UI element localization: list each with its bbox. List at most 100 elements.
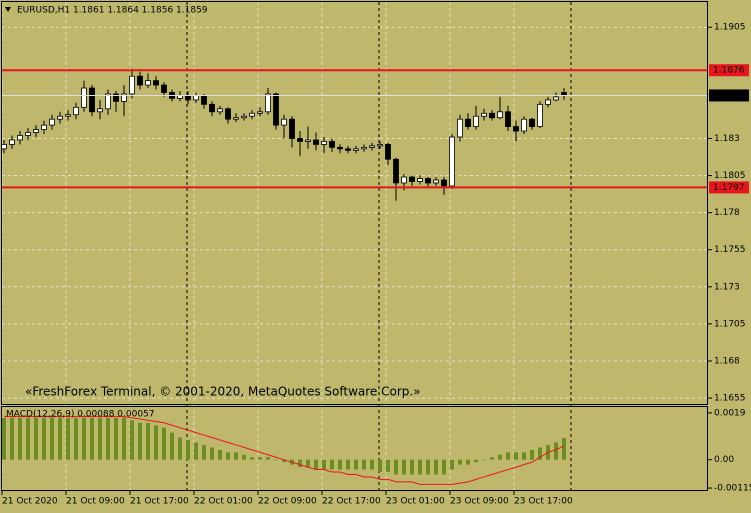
y-tick-label: -0.00115 (714, 484, 751, 494)
macd-bar (90, 417, 94, 460)
candle-body (513, 126, 519, 132)
macd-bar (202, 444, 206, 460)
macd-bar (274, 459, 278, 461)
macd-bar (522, 452, 526, 460)
macd-bar (42, 417, 46, 460)
labels: 1.1905 1.183 1.1805 1.178 1.1755 1.173 1.1705 1… (1, 23, 751, 507)
candle-body (537, 103, 543, 128)
macd-bar (178, 437, 182, 460)
macd-bar (298, 459, 302, 468)
menu-triangle[interactable] (5, 7, 11, 12)
x-tick-label: 22 Oct 09:00 (258, 497, 317, 507)
candle-body (193, 95, 199, 101)
candle-body (481, 112, 487, 117)
macd-bar (2, 417, 6, 460)
macd-bar (50, 417, 54, 460)
candle-body (1, 144, 7, 150)
x-tick-label: 23 Oct 09:00 (450, 497, 509, 507)
y-tick-label: 1.1805 (714, 171, 746, 181)
macd-panel-frame (1, 406, 708, 491)
macd-bar (338, 459, 342, 470)
candle-body (457, 118, 463, 138)
macd-bar (114, 417, 118, 460)
y-tick-label: 0.00 (714, 455, 734, 465)
candle-body (49, 118, 55, 126)
candle-body (409, 176, 415, 182)
macd-bar (234, 452, 238, 460)
x-tick-label: 22 Oct 17:00 (322, 497, 381, 507)
macd-bar (282, 459, 286, 463)
candle-body (201, 95, 207, 105)
candle-body (233, 117, 239, 120)
macd-bar (218, 449, 222, 460)
candle-body (305, 139, 311, 142)
macd-bar (146, 422, 150, 460)
macd-bar (34, 417, 38, 460)
candle-body (385, 144, 391, 160)
macd-bar (154, 425, 158, 460)
candle-body (489, 112, 495, 119)
macd-bar (474, 459, 478, 463)
candle-body (449, 136, 455, 187)
macd-bar (434, 459, 438, 475)
candle-body (553, 96, 559, 101)
candle-body (297, 138, 303, 142)
candle-body (465, 118, 471, 128)
candle-body (377, 144, 383, 147)
macd-bar (250, 457, 254, 460)
macd-bar (538, 447, 542, 460)
candle-body (161, 84, 167, 93)
candle-body (441, 179, 447, 187)
candle-body (89, 87, 95, 113)
macd-bar (66, 417, 70, 460)
macd-bar (266, 457, 270, 460)
macd-bar (562, 438, 566, 460)
signal-line (4, 416, 565, 485)
candle-body (361, 146, 367, 150)
watermark: «FreshForex Terminal, © 2001-2020, MetaQ… (25, 385, 421, 399)
macd-bar (426, 459, 430, 475)
macd-bar (170, 432, 174, 460)
candle-body (97, 108, 103, 113)
candle-body (9, 139, 15, 145)
macd-bar (130, 420, 134, 460)
macd-bar (194, 442, 198, 460)
candle-body (313, 139, 319, 145)
candle-body (521, 118, 527, 132)
bid-label-box (709, 89, 749, 102)
candle-body (113, 93, 119, 102)
macd-bar (122, 417, 126, 460)
candle-body (393, 158, 399, 184)
candle-body (105, 93, 111, 110)
macd-bar (370, 459, 374, 470)
candle-body (81, 87, 87, 108)
y-tick-label: 1.1755 (714, 245, 746, 255)
candle-body (25, 132, 31, 136)
macd-bar (498, 454, 502, 460)
macd-bar (394, 459, 398, 475)
y-tick-label: 0.0019 (714, 408, 746, 418)
candle-body (225, 108, 231, 120)
macd-bar (314, 459, 318, 470)
macd-bar (530, 449, 534, 460)
candle-body (337, 146, 343, 150)
macd-bar (354, 459, 358, 470)
macd-bar (442, 459, 446, 475)
candle-body (329, 141, 335, 148)
candle-body (153, 80, 159, 86)
candle-body (281, 118, 287, 126)
y-tick-label: 1.168 (714, 356, 740, 366)
macd-bar (506, 452, 510, 460)
macd-bar (106, 417, 110, 460)
macd-bar (458, 459, 462, 465)
macd-bar (138, 422, 142, 460)
candle-body (257, 111, 263, 114)
candle-body (217, 108, 223, 113)
macd-bar (482, 459, 486, 461)
macd-bar (10, 417, 14, 460)
macd-bar (450, 459, 454, 470)
main-panel-frame (1, 1, 708, 405)
x-tick-label: 21 Oct 17:00 (130, 497, 189, 507)
macd-bar (554, 442, 558, 460)
candle-body (353, 148, 359, 151)
